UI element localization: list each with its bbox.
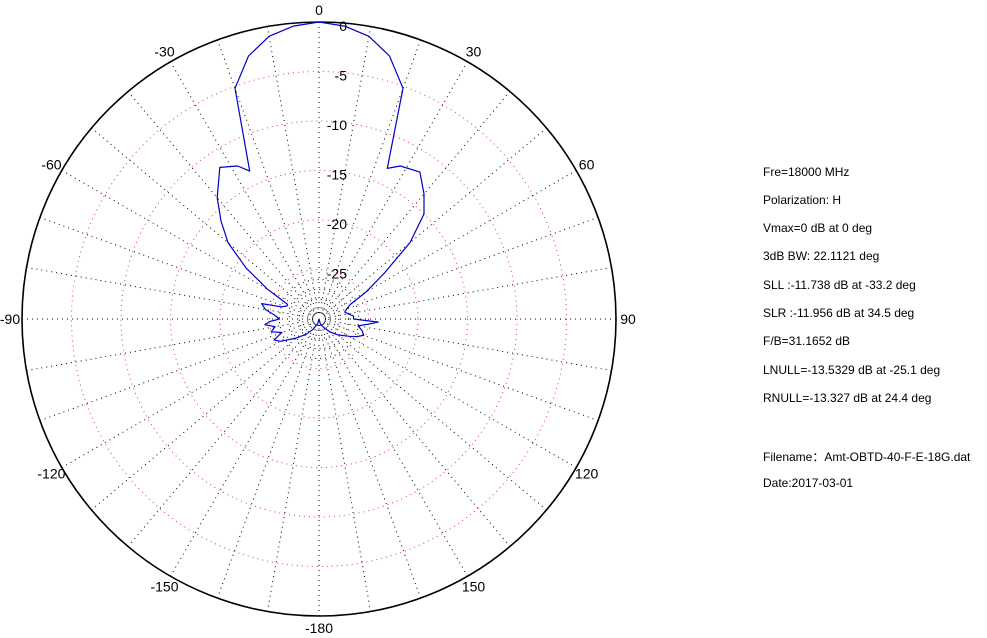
angle-tick-label: 120 bbox=[575, 466, 599, 482]
grid-spoke bbox=[266, 324, 319, 612]
radial-tick-label: -5 bbox=[335, 68, 348, 84]
grid-spoke bbox=[319, 26, 372, 314]
front-back-text: F/B=31.1652 dB bbox=[763, 334, 851, 348]
grid-spoke bbox=[91, 322, 315, 511]
grid-spoke bbox=[323, 322, 547, 511]
polarization-text: Polarization: H bbox=[763, 193, 842, 207]
angle-tick-label: 150 bbox=[462, 579, 486, 595]
grid-spoke bbox=[39, 320, 314, 422]
lnull-text: LNULL=-13.5329 dB at -25.1 deg bbox=[763, 363, 941, 377]
radial-tick-label: 0 bbox=[339, 18, 347, 34]
grid-spoke bbox=[322, 91, 511, 315]
grid-spoke bbox=[170, 61, 317, 315]
grid-spoke bbox=[321, 323, 468, 577]
axis-labels: 0 30 60 90 120 150 -180 -150 -120 -90 -60 -30 0 -5 -10… bbox=[0, 2, 636, 636]
grid-spoke bbox=[324, 266, 612, 319]
bandwidth-text: 3dB BW: 22.1121 deg bbox=[763, 249, 880, 263]
radial-tick-label: -10 bbox=[327, 117, 347, 133]
grid-spoke bbox=[323, 127, 547, 316]
grid-spoke bbox=[266, 26, 319, 314]
grid-spoke bbox=[26, 319, 314, 372]
angle-tick-label: -120 bbox=[37, 466, 65, 482]
grid-circle bbox=[219, 219, 419, 419]
angle-tick-label: -180 bbox=[305, 620, 333, 636]
angle-tick-label: 0 bbox=[315, 2, 323, 18]
angle-tick-label: -90 bbox=[0, 311, 20, 327]
radial-tick-label: -15 bbox=[327, 167, 347, 183]
radial-tick-label: -25 bbox=[327, 266, 347, 282]
grid-spoke bbox=[39, 216, 314, 318]
grid-spoke bbox=[61, 321, 315, 468]
vmax-text: Vmax=0 dB at 0 deg bbox=[763, 221, 873, 235]
angle-tick-label: -150 bbox=[150, 579, 178, 595]
grid-spoke bbox=[127, 323, 316, 547]
grid-spoke bbox=[323, 170, 577, 317]
grid-spoke bbox=[26, 266, 314, 319]
slr-text: SLR :-11.956 dB at 34.5 deg bbox=[763, 306, 915, 320]
grid-spoke bbox=[321, 61, 468, 315]
grid-circle bbox=[308, 308, 330, 330]
grid-spoke bbox=[127, 91, 316, 315]
grid-spoke bbox=[216, 39, 318, 314]
grid-circle bbox=[269, 269, 369, 369]
date-text: Date:2017-03-01 bbox=[763, 476, 854, 490]
grid-spoke bbox=[61, 170, 315, 317]
grid-spoke bbox=[324, 216, 599, 318]
grid-spoke bbox=[320, 324, 422, 599]
grid-spoke bbox=[324, 320, 599, 422]
grid-spoke bbox=[216, 324, 318, 599]
plot-area bbox=[216, 21, 425, 342]
grid-circle bbox=[71, 71, 567, 567]
polar-grid bbox=[21, 21, 617, 617]
angle-tick-label: 60 bbox=[579, 157, 595, 173]
grid-spoke bbox=[320, 39, 422, 314]
radial-tick-label: -20 bbox=[327, 216, 347, 232]
grid-spoke bbox=[323, 321, 577, 468]
grid-circle bbox=[170, 170, 468, 468]
grid-circle bbox=[298, 298, 340, 340]
angle-tick-label: 30 bbox=[466, 43, 482, 59]
filename-text: Filename：Amt-OBTD-40-F-E-18G.dat bbox=[763, 450, 971, 464]
grid-circle bbox=[120, 120, 518, 518]
grid-spoke bbox=[324, 319, 612, 372]
pattern-series-line bbox=[216, 21, 425, 342]
angle-tick-label: 90 bbox=[620, 311, 636, 327]
grid-spoke bbox=[170, 323, 317, 577]
grid-spoke bbox=[319, 324, 372, 612]
grid-spoke bbox=[91, 127, 315, 316]
grid-circle bbox=[288, 288, 350, 350]
rnull-text: RNULL=-13.327 dB at 24.4 deg bbox=[763, 391, 932, 405]
frequency-text: Fre=18000 MHz bbox=[763, 165, 850, 179]
angle-tick-label: -60 bbox=[41, 157, 61, 173]
angle-tick-label: -30 bbox=[154, 43, 174, 59]
grid-spoke bbox=[322, 323, 511, 547]
sll-text: SLL :-11.738 dB at -33.2 deg bbox=[763, 278, 916, 292]
grid-circle bbox=[278, 278, 360, 360]
